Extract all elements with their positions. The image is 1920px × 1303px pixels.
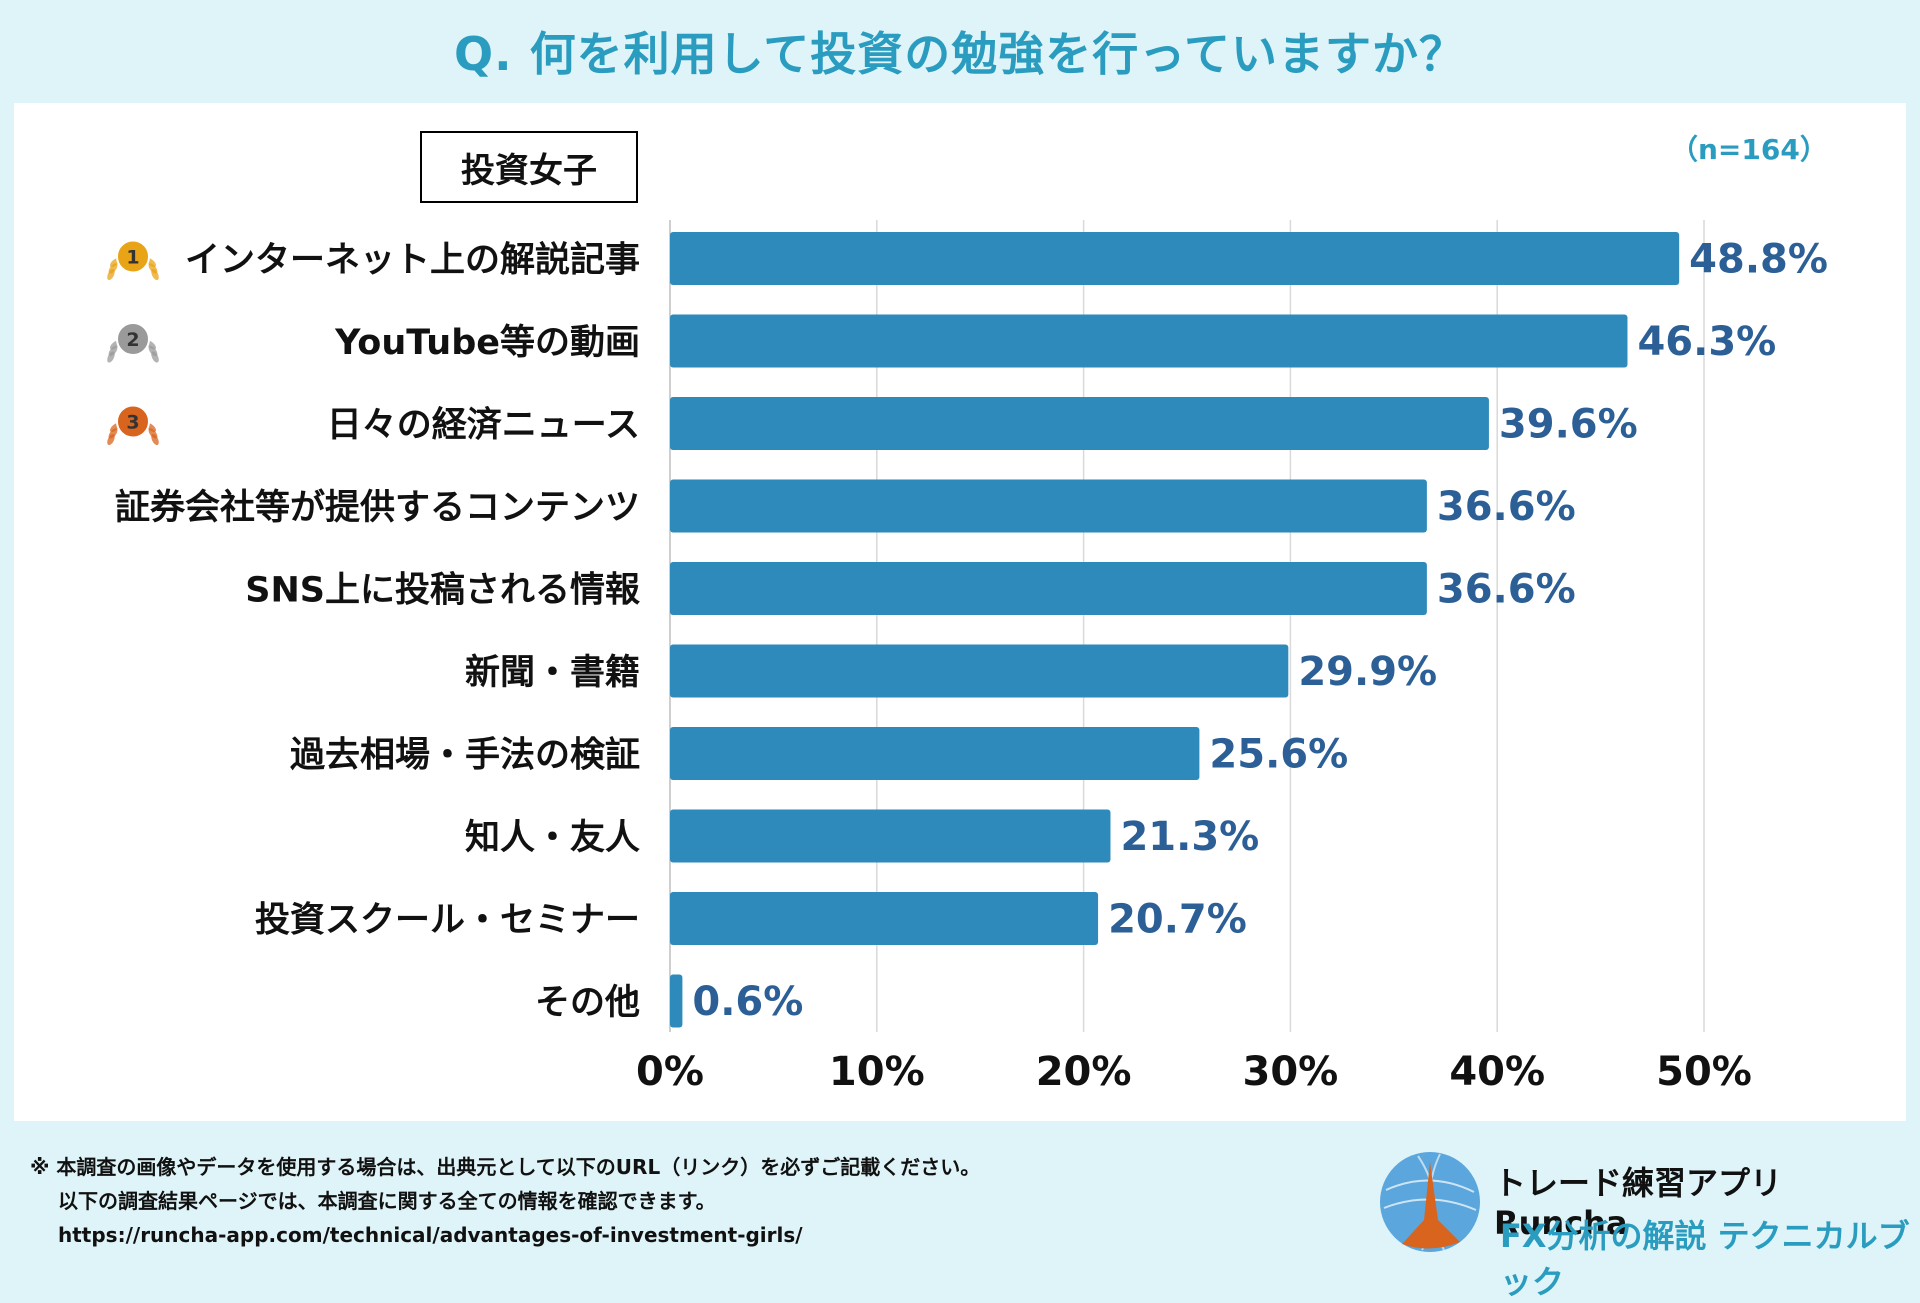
rank-medal-icon (116, 322, 150, 356)
category-label: 投資スクール・セミナー (255, 901, 640, 941)
category-label: インターネット上の解説記事 (185, 241, 640, 281)
value-label: 36.6% (1437, 484, 1576, 530)
rank-number: 1 (126, 247, 139, 269)
bar (670, 727, 1200, 780)
category-label: YouTube等の動画 (334, 323, 640, 363)
brand-name: トレード練習アプリ Runcha (1494, 1164, 1783, 1242)
footer-note-line2: 以下の調査結果ページでは、本調査に関する全ての情報を確認できます。 (58, 1189, 716, 1213)
category-label: 日々の経済ニュース (327, 406, 640, 446)
footer-note: ※ 本調査の画像やデータを使用する場合は、出典元として以下のURL（リンク）を必… (30, 1150, 980, 1252)
category-label: 過去相場・手法の検証 (290, 736, 640, 776)
value-label: 29.9% (1298, 649, 1437, 695)
bar (670, 232, 1680, 285)
bar (670, 479, 1427, 533)
bar (670, 974, 683, 1028)
laurel-leaf-icon (107, 268, 115, 281)
rank-number: 3 (126, 412, 139, 434)
x-tick-label: 40% (1449, 1049, 1545, 1095)
value-label: 36.6% (1437, 567, 1576, 613)
bar (670, 644, 1289, 698)
value-label: 48.8% (1689, 237, 1828, 283)
laurel-leaf-icon (107, 351, 115, 363)
bar (670, 562, 1427, 615)
category-label: 知人・友人 (465, 818, 640, 858)
value-label: 25.6% (1209, 732, 1348, 778)
value-label: 46.3% (1637, 319, 1776, 365)
chart-title: Q. 何を利用して投資の勉強を行っていますか？ (454, 27, 1466, 81)
bar (670, 892, 1099, 945)
rank-medal-icon (116, 239, 150, 274)
runcha-logo-icon (1380, 1152, 1480, 1252)
x-tick-label: 0% (636, 1049, 704, 1095)
category-label: 新聞・書籍 (465, 653, 640, 693)
group-label: 投資女子 (420, 131, 638, 203)
laurel-leaf-icon (151, 351, 159, 363)
category-label: 証券会社等が提供するコンテンツ (115, 488, 640, 528)
brand-tagline: FX分析の解説 テクニカルブック (1500, 1217, 1910, 1301)
footer-note-line1: ※ 本調査の画像やデータを使用する場合は、出典元として以下のURL（リンク）を必… (30, 1155, 981, 1179)
value-label: 20.7% (1108, 897, 1247, 943)
value-label: 21.3% (1120, 814, 1259, 860)
footer-url[interactable]: https://runcha-app.com/technical/advanta… (58, 1223, 803, 1247)
sample-size: （n=164） (1670, 133, 1828, 166)
category-label: その他 (535, 983, 640, 1023)
laurel-leaf-icon (151, 433, 159, 446)
value-label: 0.6% (692, 979, 803, 1025)
value-label: 39.6% (1499, 402, 1638, 448)
bar (670, 397, 1489, 450)
laurel-leaf-icon (107, 433, 115, 446)
rank-number: 2 (126, 329, 139, 351)
laurel-leaf-icon (151, 268, 159, 281)
rank-medal-icon (116, 404, 150, 439)
x-tick-label: 10% (829, 1049, 925, 1095)
x-tick-label: 30% (1243, 1049, 1339, 1095)
bar (670, 314, 1628, 368)
category-label: SNS上に投稿される情報 (245, 571, 640, 611)
bar (670, 809, 1111, 863)
x-tick-label: 50% (1656, 1049, 1752, 1095)
x-tick-label: 20% (1036, 1049, 1132, 1095)
